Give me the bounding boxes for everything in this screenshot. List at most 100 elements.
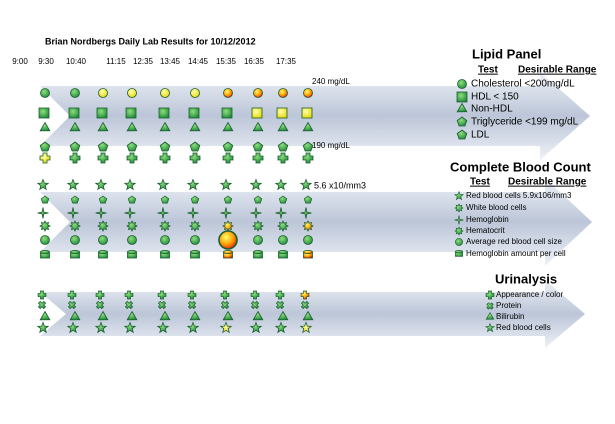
icon-star	[186, 321, 200, 334]
icon-spark	[124, 207, 136, 219]
icon-triangle	[252, 310, 264, 321]
icon-part	[97, 121, 109, 132]
icon-triangle	[126, 121, 138, 132]
icon-cross	[277, 152, 289, 164]
icon-part	[67, 300, 77, 310]
icon-part	[159, 220, 171, 232]
icon-spark	[275, 207, 287, 219]
time-label: 11:15	[106, 57, 126, 66]
icon-part	[220, 290, 230, 300]
icon-burst	[222, 220, 234, 232]
icon-star	[453, 190, 465, 201]
icon-triangle	[126, 310, 138, 321]
header: Test	[478, 65, 498, 76]
icon-cross	[39, 152, 51, 164]
icon-part	[40, 88, 50, 98]
icon-circle	[303, 235, 313, 245]
icon-part	[186, 178, 200, 191]
icon-part	[189, 152, 201, 164]
icon-square	[221, 107, 233, 119]
icon-part	[223, 88, 233, 98]
icon-burst	[126, 220, 138, 232]
icon-cyl	[98, 250, 108, 259]
icon-pentagon	[98, 195, 108, 204]
icon-part	[277, 121, 289, 132]
icon-pentagon	[253, 195, 263, 204]
icon-triangle	[189, 310, 201, 321]
icon-star	[123, 321, 137, 334]
icon-part	[97, 220, 109, 232]
icon-part	[124, 207, 136, 219]
icon-part	[98, 235, 108, 245]
icon-pentagon	[97, 141, 109, 152]
icon-pentagon	[159, 141, 171, 152]
icon-star	[156, 178, 170, 191]
icon-burst	[277, 220, 289, 232]
icon-part	[69, 152, 81, 164]
icon-part	[37, 207, 49, 219]
icon-part	[253, 88, 263, 98]
icon-part	[223, 195, 233, 204]
icon-triangle	[159, 121, 171, 132]
icon-part	[69, 141, 81, 152]
icon-part	[70, 235, 80, 245]
icon-part	[97, 310, 109, 321]
icon-part	[190, 88, 200, 98]
time-label: 16:35	[244, 57, 265, 66]
legend-item: Hemoglobin	[466, 215, 509, 224]
icon-part	[303, 195, 313, 204]
icon-triangle	[222, 310, 234, 321]
icon-cross	[222, 152, 234, 164]
section-title: Lipid Panel	[472, 46, 541, 61]
icon-part	[96, 107, 108, 119]
icon-part	[302, 220, 314, 232]
icon-part	[40, 195, 50, 204]
icon-star	[94, 178, 108, 191]
icon-part	[252, 141, 264, 152]
icon-part	[127, 250, 137, 255]
icon-triangle	[277, 121, 289, 132]
icon-part	[69, 121, 81, 132]
header: Test	[470, 177, 490, 188]
icon-circle	[278, 88, 288, 98]
icon-spark	[37, 207, 49, 219]
icon-cyl	[455, 250, 463, 257]
icon-cross	[485, 290, 495, 300]
icon-triangle	[69, 310, 81, 321]
icon-cross	[159, 152, 171, 164]
icon-part	[123, 178, 137, 191]
icon-part	[453, 190, 465, 201]
icon-part	[126, 220, 138, 232]
icon-triangle	[97, 310, 109, 321]
icon-circle	[98, 235, 108, 245]
icon-star	[36, 178, 50, 191]
icon-part	[222, 121, 234, 132]
icon-part	[277, 310, 289, 321]
icon-part	[39, 152, 51, 164]
icon-part	[67, 290, 77, 300]
legend-item: Bilirubin	[496, 312, 524, 321]
icon-part	[303, 88, 313, 98]
icon-circle	[98, 88, 108, 98]
icon-cyl	[70, 250, 80, 259]
icon-cross	[300, 290, 310, 300]
icon-xmark	[300, 300, 310, 310]
icon-part	[456, 102, 468, 113]
icon-triangle	[39, 121, 51, 132]
icon-part	[252, 121, 264, 132]
icon-part	[66, 321, 80, 334]
icon-part	[190, 250, 200, 255]
icon-cross	[189, 152, 201, 164]
legend-item: Non-HDL	[471, 104, 513, 115]
icon-pentagon	[160, 195, 170, 204]
cbc-arrow	[40, 178, 592, 266]
icon-circle	[127, 88, 137, 98]
icon-pentagon	[456, 116, 468, 127]
icon-part	[222, 152, 234, 164]
icon-cross	[252, 152, 264, 164]
icon-part	[40, 250, 50, 255]
icon-cross	[124, 290, 134, 300]
icon-star	[274, 178, 288, 191]
icon-part	[249, 178, 263, 191]
icon-spark	[67, 207, 79, 219]
